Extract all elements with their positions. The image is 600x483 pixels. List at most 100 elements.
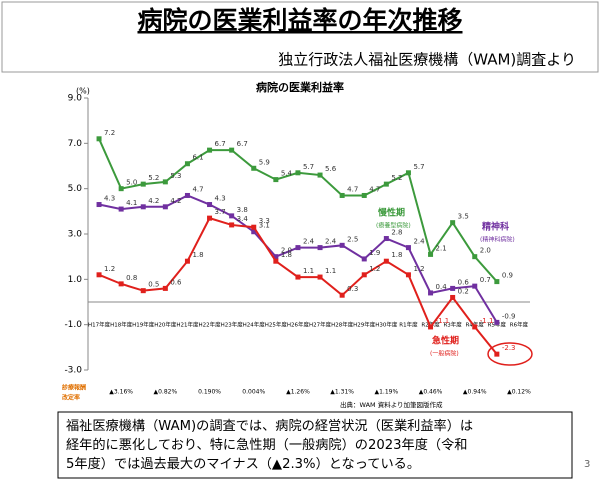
value-label: 7.2	[104, 129, 115, 137]
note-line: 経年的に悪化しており、特に急性期（一般病院）の2023年度（令和	[66, 437, 468, 453]
value-label: 5.2	[391, 174, 402, 182]
value-label: 6.7	[237, 140, 248, 148]
value-label: 2.0	[281, 247, 292, 255]
value-label: 2.5	[347, 235, 358, 243]
series-sub: (一般病院)	[430, 350, 459, 358]
slide-subtitle: 独立行政法人福祉医療機構（WAM)調査より	[278, 51, 576, 69]
value-label: 5.0	[126, 179, 137, 187]
value-label: 4.3	[104, 195, 115, 203]
value-label: 0.6	[458, 278, 470, 286]
y-tick-label: 7.0	[68, 139, 83, 149]
x-tick-label: H17年度	[88, 321, 111, 329]
x-tick-label: H20年度	[154, 321, 177, 329]
marker	[317, 172, 323, 178]
value-label: 6.7	[215, 140, 226, 148]
value-label: 3.3	[259, 217, 270, 225]
x-tick-label: H22年度	[198, 321, 221, 329]
value-label: 4.3	[215, 195, 226, 203]
note-line: 5年度）では過去最大のマイナス（▲2.3%）となっている。	[66, 456, 420, 472]
note-line: 福祉医療機構（WAM)の調査では、病院の経営状況（医業利益率）は	[66, 417, 473, 434]
marker	[118, 186, 124, 192]
series-line	[98, 194, 498, 323]
value-label: 0.3	[347, 285, 358, 293]
revision-title: 診療報酬	[62, 384, 86, 392]
revision-rate: 0.004%	[242, 389, 265, 396]
value-label: 0.7	[480, 276, 491, 284]
x-tick-label: R6年度	[510, 321, 529, 329]
marker	[251, 229, 257, 235]
revision-rate: ▲1.31%	[330, 389, 354, 396]
marker	[450, 220, 456, 226]
x-tick-label: H24年度	[243, 321, 266, 329]
value-label: 1.2	[104, 265, 115, 273]
value-label: -0.9	[502, 312, 516, 320]
series-name: 精神科	[482, 221, 509, 233]
marker	[207, 215, 213, 221]
marker	[118, 281, 124, 287]
value-label: 4.1	[126, 199, 137, 207]
marker	[229, 213, 235, 219]
marker	[472, 324, 478, 330]
marker	[295, 274, 301, 280]
value-label: 6.1	[192, 154, 203, 162]
value-label: 0.9	[502, 272, 513, 280]
marker	[251, 165, 257, 171]
marker	[184, 161, 190, 167]
x-tick-label: H25年度	[265, 321, 288, 329]
marker	[140, 204, 146, 210]
marker	[405, 272, 411, 278]
revision-title: 改定率	[62, 394, 80, 402]
revision-rate: 0.190%	[198, 389, 221, 396]
series-sub: (療養型病院)	[376, 222, 411, 230]
value-label: 3.4	[237, 215, 249, 223]
value-label: 2.8	[391, 229, 402, 237]
x-tick-label: H28年度	[331, 321, 354, 329]
marker	[162, 179, 168, 185]
marker	[140, 181, 146, 187]
marker	[229, 147, 235, 153]
slide-title: 病院の医業利益率の年次推移	[137, 6, 462, 35]
marker	[207, 147, 213, 153]
value-label: 1.9	[369, 249, 380, 257]
marker	[361, 272, 367, 278]
marker	[295, 170, 301, 176]
value-label: 5.6	[325, 165, 337, 173]
value-label: -2.3	[502, 344, 516, 352]
marker	[162, 204, 168, 210]
value-label: 0.4	[436, 283, 448, 291]
marker	[273, 254, 279, 260]
series-name: 慢性期	[378, 207, 405, 219]
value-label: 1.8	[281, 251, 292, 259]
revision-rate: ▲1.26%	[286, 389, 310, 396]
value-label: 1.1	[325, 267, 336, 275]
marker	[450, 285, 456, 291]
marker	[472, 254, 478, 260]
value-label: 2.4	[413, 238, 425, 246]
value-label: 1.8	[192, 251, 203, 259]
marker	[494, 351, 500, 357]
value-label: 4.2	[148, 197, 159, 205]
value-label: -1.1	[480, 317, 494, 325]
marker	[295, 245, 301, 251]
value-label: 1.8	[391, 251, 402, 259]
value-label: 5.9	[259, 158, 270, 166]
marker	[96, 202, 102, 208]
value-label: 5.4	[281, 170, 293, 178]
marker	[96, 136, 102, 142]
value-label: 3.8	[237, 206, 248, 214]
chart-title: 病院の医業利益率	[256, 80, 344, 94]
marker	[96, 272, 102, 278]
marker	[361, 192, 367, 198]
marker	[140, 288, 146, 294]
note-box	[57, 411, 573, 479]
marker	[207, 202, 213, 208]
revision-rate: ▲0.46%	[419, 389, 443, 396]
revision-rate: ▲3.16%	[109, 389, 133, 396]
value-label: 5.2	[148, 174, 159, 182]
marker	[405, 170, 411, 176]
marker	[339, 292, 345, 298]
value-label: 3.1	[259, 222, 270, 230]
marker	[428, 290, 434, 296]
x-tick-label: H21年度	[176, 321, 199, 329]
